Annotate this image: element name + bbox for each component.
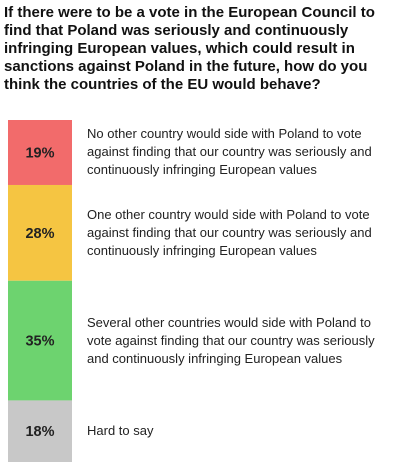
bar-segment-several-other-countries — [8, 280, 72, 401]
value-label-one-other-country: 28% — [25, 226, 54, 242]
bar-segment-one-other-country — [8, 184, 72, 281]
value-label-no-other-country: 19% — [25, 145, 54, 161]
bar-segment-no-other-country — [8, 120, 72, 185]
bar-segment-hard-to-say — [8, 400, 72, 462]
value-label-several-other-countries: 35% — [25, 334, 54, 350]
value-label-hard-to-say: 18% — [25, 424, 54, 440]
chart-title: If there were to be a vote in the Europe… — [4, 4, 375, 93]
